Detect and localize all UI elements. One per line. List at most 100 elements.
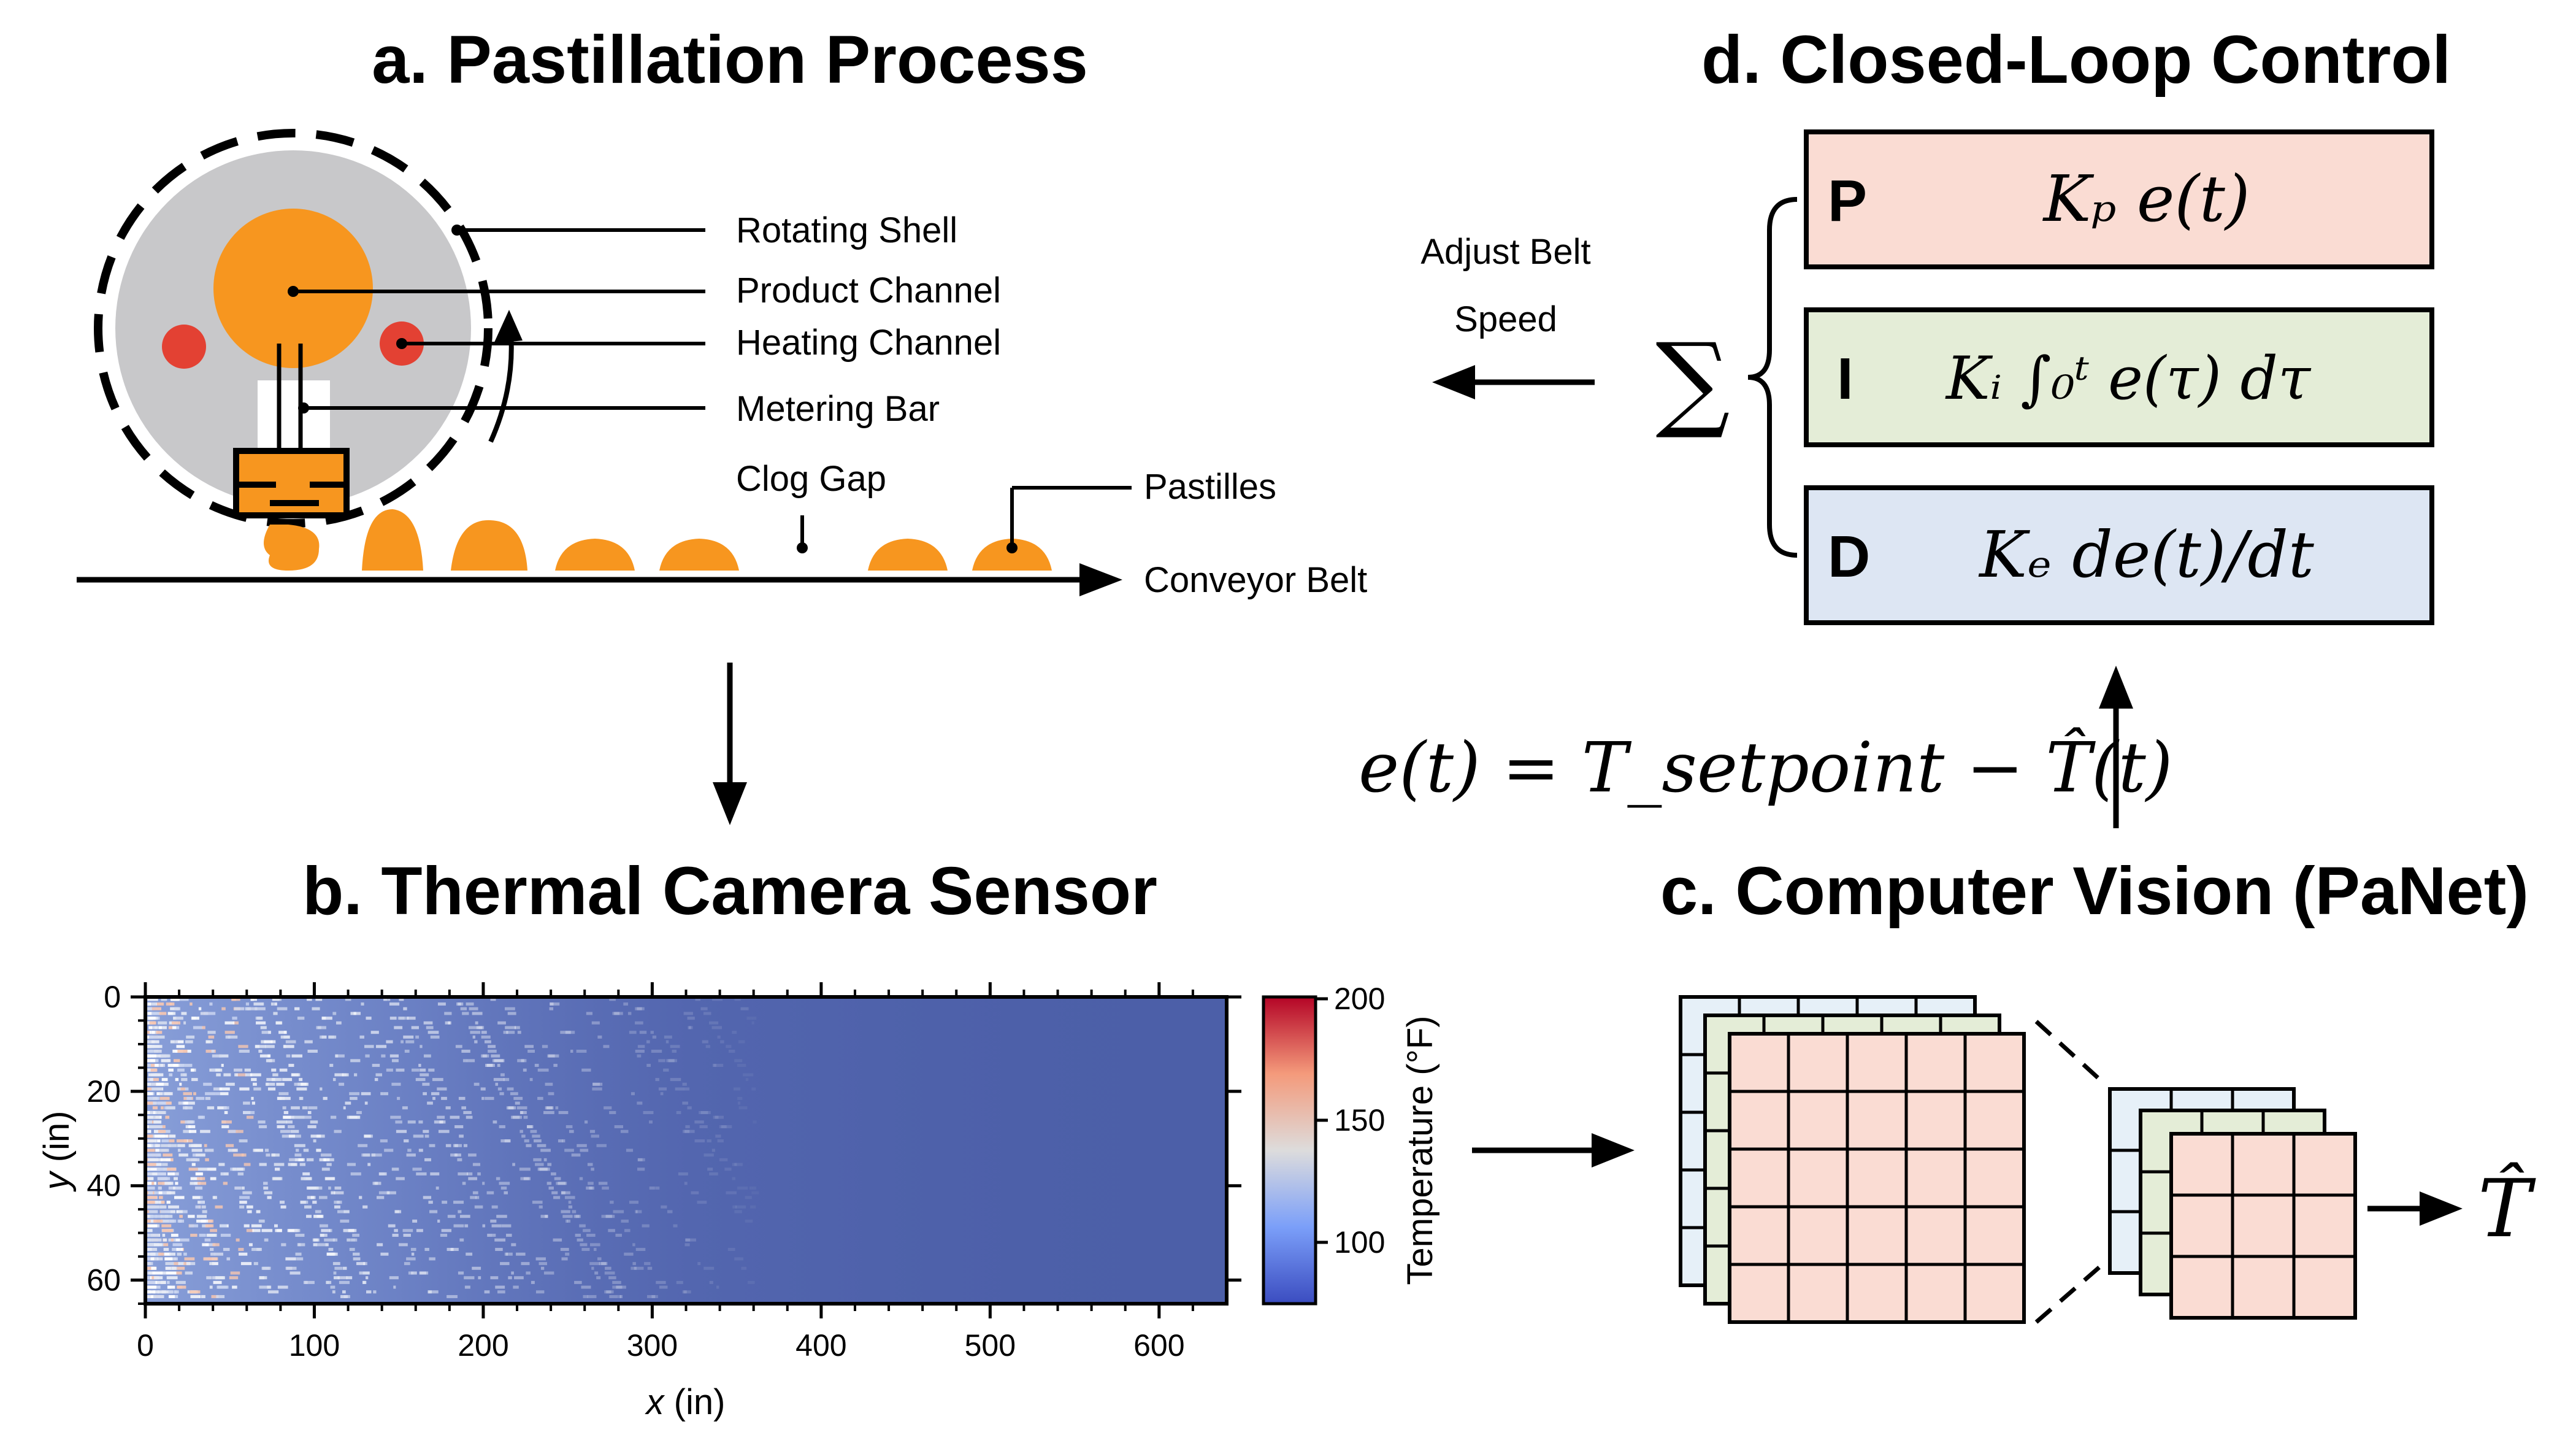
heat-streak: [334, 1205, 340, 1209]
heat-streak: [213, 1087, 223, 1091]
heat-streak: [513, 1096, 523, 1100]
heat-streak: [281, 1243, 286, 1247]
heat-streak: [150, 1252, 161, 1256]
heat-streak: [228, 1148, 238, 1152]
heat-streak: [232, 1017, 237, 1020]
heat-streak: [568, 1201, 572, 1204]
heat-streak: [251, 1096, 254, 1100]
heat-streak: [750, 1205, 756, 1209]
heat-streak: [497, 1021, 506, 1025]
heat-streak: [294, 1082, 304, 1086]
heat-streak: [342, 1073, 347, 1077]
heat-streak: [279, 1068, 288, 1072]
heat-streak: [320, 1224, 328, 1228]
heat-streak: [535, 1290, 545, 1294]
heat-streak: [271, 1068, 277, 1072]
heat-streak: [494, 1059, 505, 1063]
heat-streak: [167, 1285, 175, 1289]
heat-streak: [169, 1294, 175, 1298]
heat-streak: [637, 1007, 645, 1010]
heat-streak: [145, 1092, 153, 1096]
cnn-small-layer-3: [2169, 1132, 2357, 1320]
heat-streak: [160, 1215, 169, 1218]
heat-streak: [145, 1163, 156, 1166]
heat-streak: [610, 1201, 614, 1204]
heat-streak: [746, 1017, 757, 1020]
heat-streak: [149, 1040, 159, 1044]
heat-streak: [310, 1134, 321, 1138]
heat-streak: [339, 1082, 345, 1086]
heat-streak: [396, 1068, 405, 1072]
heat-streak: [147, 1215, 150, 1218]
heat-streak: [652, 1035, 657, 1039]
label-rotating-shell: Rotating Shell: [736, 210, 957, 250]
heat-streak: [614, 1012, 620, 1015]
heat-streak: [580, 1243, 588, 1247]
heat-streak: [702, 1040, 708, 1044]
heat-streak: [211, 1294, 219, 1298]
heat-streak: [592, 1087, 602, 1091]
heat-streak: [482, 1054, 489, 1058]
heat-streak: [524, 1139, 529, 1143]
heat-streak: [732, 1163, 743, 1166]
heat-streak: [204, 1148, 214, 1152]
heat-streak: [707, 1139, 711, 1143]
heat-streak: [477, 1172, 481, 1175]
heat-streak: [312, 1007, 320, 1010]
heat-streak: [545, 1215, 548, 1218]
heat-streak: [239, 1201, 247, 1204]
heat-streak: [651, 1049, 662, 1053]
heat-streak: [267, 1290, 279, 1294]
heat-streak: [245, 1007, 249, 1010]
x-tick-label: 100: [289, 1328, 340, 1363]
heat-streak: [188, 1129, 197, 1133]
heat-streak: [404, 1049, 410, 1053]
heat-streak: [340, 1294, 350, 1298]
heat-streak: [186, 1049, 191, 1053]
heat-streak: [334, 1201, 340, 1204]
heat-streak: [711, 1148, 716, 1152]
heat-streak: [466, 1115, 473, 1119]
heat-streak: [145, 1201, 154, 1204]
heat-streak: [321, 1167, 330, 1171]
pastille: [451, 520, 527, 571]
heatmap-streaks: [145, 998, 759, 1298]
heat-streak: [427, 1031, 439, 1034]
heat-streak: [423, 1054, 431, 1058]
heat-streak: [263, 1182, 268, 1185]
heat-streak: [588, 1182, 594, 1185]
heat-streak: [166, 1271, 177, 1275]
heat-streak: [179, 998, 189, 1001]
heat-streak: [415, 1035, 420, 1039]
heat-streak: [148, 1064, 151, 1067]
heat-streak: [627, 1012, 632, 1015]
heat-streak: [147, 1148, 155, 1152]
heat-streak: [391, 1059, 399, 1063]
heat-streak: [160, 1271, 167, 1275]
heat-streak: [484, 1290, 490, 1294]
heat-streak: [253, 1002, 264, 1006]
heat-streak: [201, 1219, 212, 1223]
heat-streak: [573, 1215, 580, 1218]
heat-streak: [423, 1129, 429, 1133]
heat-streak: [325, 1243, 329, 1247]
heat-streak: [257, 1248, 261, 1252]
heat-streak: [411, 1271, 417, 1275]
heat-streak: [151, 1238, 162, 1242]
heat-streak: [350, 1096, 358, 1100]
heat-streak: [591, 1134, 599, 1138]
heat-streak: [148, 1073, 156, 1077]
heat-streak: [289, 1158, 296, 1161]
heat-streak: [280, 1035, 290, 1039]
heat-streak: [618, 1294, 621, 1298]
heat-streak: [547, 1163, 552, 1166]
heat-streak: [482, 1182, 485, 1185]
heat-streak: [484, 1040, 491, 1044]
heat-streak: [623, 1002, 629, 1006]
heat-streak: [299, 1163, 305, 1166]
heat-streak: [587, 1294, 597, 1298]
heat-streak: [328, 1248, 334, 1252]
heat-streak: [164, 1257, 173, 1261]
heat-streak: [277, 1007, 288, 1010]
heat-streak: [504, 1191, 508, 1194]
